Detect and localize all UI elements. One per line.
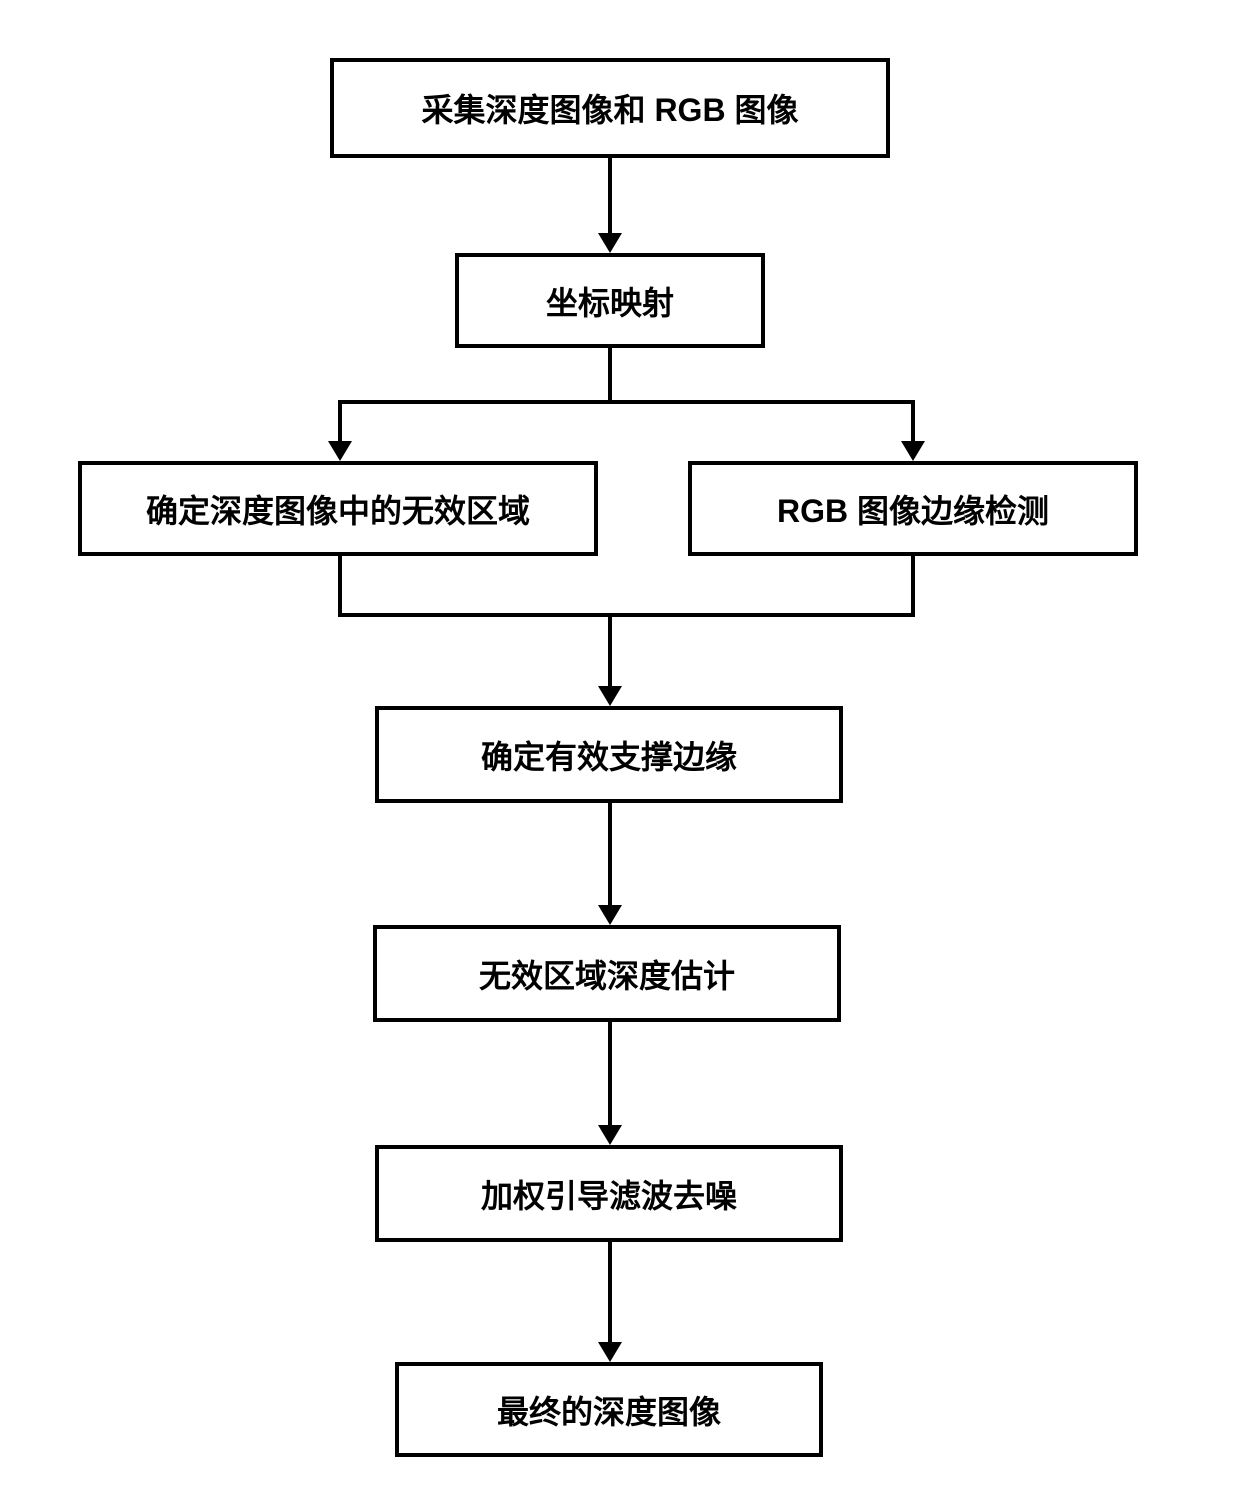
- node-support-edge: 确定有效支撑边缘: [375, 706, 843, 803]
- arrow-line: [608, 158, 612, 233]
- arrow-head: [598, 233, 622, 253]
- arrow-line: [608, 613, 612, 686]
- node-label: 无效区域深度估计: [479, 951, 735, 997]
- arrow-line: [911, 400, 915, 441]
- arrow-line: [608, 803, 612, 905]
- arrow-line: [608, 348, 612, 403]
- node-depth-estimation: 无效区域深度估计: [373, 925, 841, 1022]
- arrow-line: [338, 613, 915, 617]
- arrow-line: [338, 400, 342, 441]
- node-label: 确定有效支撑边缘: [481, 732, 737, 778]
- node-label: 加权引导滤波去噪: [481, 1171, 737, 1217]
- arrow-head: [598, 686, 622, 706]
- arrow-head: [598, 905, 622, 925]
- arrow-line: [608, 1242, 612, 1342]
- arrow-head: [328, 441, 352, 461]
- arrow-line: [608, 1022, 612, 1125]
- node-label: RGB 图像边缘检测: [777, 486, 1049, 532]
- node-weighted-filter: 加权引导滤波去噪: [375, 1145, 843, 1242]
- node-coordinate-mapping: 坐标映射: [455, 253, 765, 348]
- node-edge-detection: RGB 图像边缘检测: [688, 461, 1138, 556]
- node-acquire-images: 采集深度图像和 RGB 图像: [330, 58, 890, 158]
- node-final-depth: 最终的深度图像: [395, 1362, 823, 1457]
- arrow-head: [598, 1342, 622, 1362]
- flowchart-container: 采集深度图像和 RGB 图像 坐标映射 确定深度图像中的无效区域 RGB 图像边…: [0, 0, 1240, 1488]
- node-label: 采集深度图像和 RGB 图像: [422, 85, 799, 131]
- node-label: 最终的深度图像: [497, 1387, 721, 1433]
- node-label: 确定深度图像中的无效区域: [146, 486, 530, 532]
- node-label: 坐标映射: [546, 278, 674, 324]
- node-invalid-region: 确定深度图像中的无效区域: [78, 461, 598, 556]
- arrow-line: [338, 400, 915, 404]
- arrow-head: [598, 1125, 622, 1145]
- arrow-line: [338, 556, 342, 616]
- arrow-line: [911, 556, 915, 616]
- arrow-head: [901, 441, 925, 461]
